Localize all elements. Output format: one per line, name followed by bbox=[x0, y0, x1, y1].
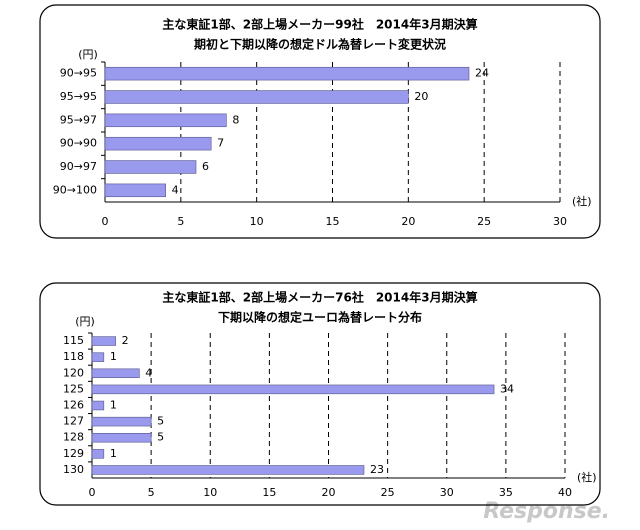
x-tick-label: 20 bbox=[401, 215, 415, 228]
chart-subtitle: 期初と下期以降の想定ドル為替レート変更状況 bbox=[194, 37, 446, 52]
y-axis-label: (円) bbox=[75, 315, 95, 328]
x-tick-label: 25 bbox=[381, 486, 395, 499]
y-tick-label: 95→97 bbox=[60, 113, 97, 126]
y-tick-label: 90→95 bbox=[60, 67, 97, 80]
bar bbox=[91, 336, 116, 346]
value-label: 7 bbox=[217, 137, 224, 150]
value-label: 8 bbox=[232, 113, 239, 126]
x-tick-label: 0 bbox=[102, 215, 109, 228]
y-tick-label: 118 bbox=[63, 350, 84, 363]
bar bbox=[104, 136, 212, 151]
y-tick-label: 130 bbox=[63, 463, 84, 476]
chart-title: 主な東証1部、2部上場メーカー99社 2014年3月期決算 bbox=[162, 17, 477, 32]
watermark: Response. bbox=[483, 499, 610, 524]
y-tick-label: 128 bbox=[63, 431, 84, 444]
x-tick-label: 10 bbox=[203, 486, 217, 499]
x-axis-label: (社) bbox=[577, 470, 597, 484]
x-tick-label: 25 bbox=[477, 215, 491, 228]
x-tick-label: 15 bbox=[326, 215, 340, 228]
bar bbox=[91, 432, 152, 443]
bar bbox=[104, 66, 470, 81]
y-axis-label: (円) bbox=[78, 48, 98, 61]
x-tick-label: 15 bbox=[262, 486, 276, 499]
value-label: 6 bbox=[202, 160, 209, 173]
value-label: 20 bbox=[414, 90, 428, 103]
value-label: 1 bbox=[110, 350, 117, 363]
bar bbox=[104, 183, 166, 198]
value-label: 34 bbox=[500, 382, 514, 395]
bar bbox=[91, 416, 152, 427]
value-label: 5 bbox=[157, 415, 164, 428]
bar bbox=[104, 160, 197, 174]
chart-frame bbox=[39, 4, 601, 239]
x-tick-label: 30 bbox=[553, 215, 567, 228]
x-tick-label: 0 bbox=[89, 486, 96, 499]
value-label: 24 bbox=[475, 67, 489, 80]
y-tick-label: 115 bbox=[63, 334, 84, 347]
value-label: 1 bbox=[110, 447, 117, 460]
y-tick-label: 126 bbox=[63, 399, 84, 412]
x-tick-label: 20 bbox=[322, 486, 336, 499]
y-tick-label: 127 bbox=[63, 415, 84, 428]
x-axis-label: (社) bbox=[572, 194, 592, 208]
x-tick-label: 35 bbox=[499, 486, 513, 499]
value-label: 4 bbox=[172, 183, 179, 196]
y-tick-label: 95→95 bbox=[60, 90, 97, 103]
x-tick-label: 10 bbox=[250, 215, 264, 228]
value-label: 23 bbox=[370, 463, 384, 476]
y-tick-label: 90→100 bbox=[53, 183, 97, 196]
x-tick-label: 30 bbox=[440, 486, 454, 499]
bar bbox=[91, 384, 495, 395]
value-label: 1 bbox=[110, 399, 117, 412]
bar bbox=[91, 449, 105, 459]
y-tick-label: 120 bbox=[63, 366, 84, 379]
value-label: 4 bbox=[145, 366, 152, 379]
bar bbox=[91, 465, 365, 475]
x-tick-label: 5 bbox=[148, 486, 155, 499]
chart-title: 主な東証1部、2部上場メーカー76社 2014年3月期決算 bbox=[162, 290, 477, 305]
value-label: 2 bbox=[122, 334, 129, 347]
bar bbox=[104, 90, 409, 104]
x-tick-label: 5 bbox=[177, 215, 184, 228]
value-label: 5 bbox=[157, 431, 164, 444]
bar bbox=[91, 368, 140, 379]
y-tick-label: 129 bbox=[63, 447, 84, 460]
x-tick-label: 40 bbox=[558, 486, 572, 499]
y-tick-label: 90→90 bbox=[60, 137, 97, 150]
y-tick-label: 125 bbox=[63, 382, 84, 395]
bar bbox=[91, 400, 105, 411]
bar bbox=[104, 113, 227, 128]
chart-subtitle: 下期以降の想定ユーロ為替レート分布 bbox=[218, 310, 422, 325]
chart-frame bbox=[39, 282, 601, 506]
bar bbox=[91, 352, 105, 362]
y-tick-label: 90→97 bbox=[60, 160, 97, 173]
